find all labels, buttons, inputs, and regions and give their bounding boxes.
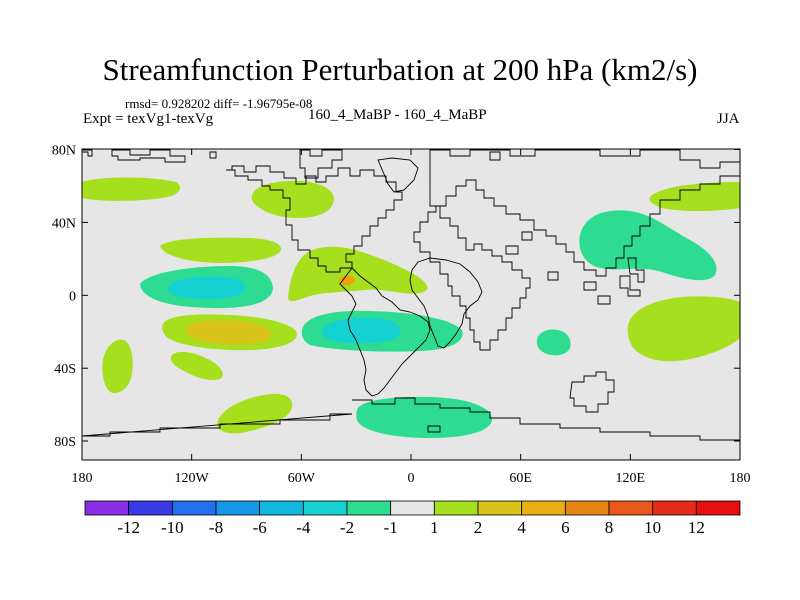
colorbar-swatch: [346, 500, 392, 516]
expt-text: Expt = texVg1-texVg: [83, 111, 214, 127]
pos-region-south-pacific-west: [102, 339, 133, 394]
lon-label: 120E: [616, 471, 646, 486]
neg-region-north-pacific: [579, 210, 717, 281]
colorbar-swatch: [608, 500, 654, 516]
neg-core-tropical-pacific: [167, 276, 246, 300]
neg-core-south-atlantic: [321, 317, 401, 344]
colorbar-swatch: [259, 500, 304, 516]
colorbar-swatch: [128, 500, 173, 516]
colorbar-swatch: [215, 500, 261, 516]
coastlines-layer: [82, 149, 740, 441]
lon-label: 180: [72, 471, 93, 486]
pos-core-pacific-southeast: [185, 320, 272, 345]
colorbar-swatch: [84, 500, 130, 516]
case-names-text: 160_4_MaBP - 160_4_MaBP: [308, 107, 487, 123]
colorbar-swatch: [564, 500, 610, 516]
colorbar-swatch: [652, 500, 697, 516]
neg-region-indian-ocean: [536, 329, 571, 356]
season-label: JJA: [717, 111, 740, 127]
lon-label: 60W: [288, 471, 316, 486]
coastline-arctic-islands: [82, 149, 501, 179]
colorbar-label: 8: [605, 518, 614, 537]
pos-region-south-pacific-east: [627, 296, 740, 362]
neg-region-antarctica: [356, 396, 493, 438]
lat-label: 80N: [52, 144, 76, 159]
colorbar-label: 1: [430, 518, 439, 537]
rmsd-text: rmsd= 0.928202 diff= -1.96795e-08: [125, 96, 313, 111]
coastline-greenland: [377, 157, 419, 193]
coastline-antarctica: [82, 397, 740, 441]
colorbar-swatch: [390, 500, 435, 516]
colorbar-label: 12: [688, 518, 705, 537]
colorbar-label: -10: [161, 518, 184, 537]
colorbar-swatch: [477, 500, 523, 516]
colorbar-swatch: [302, 500, 348, 516]
colorbar-label: -12: [117, 518, 140, 537]
pos-core-atlantic-tropical: [338, 275, 355, 285]
lon-label: 180: [730, 471, 751, 486]
map-axes: 80N 40N 0 40S 80S 180 120W 60W 0 60E 120E 180: [52, 144, 751, 487]
colorbar-swatch: [433, 500, 479, 516]
colorbar-swatch: [695, 500, 741, 516]
lat-label: 40N: [52, 216, 76, 231]
colorbar-swatch: [171, 500, 217, 516]
colorbar-label: 6: [561, 518, 570, 537]
colorbar-label: 2: [474, 518, 483, 537]
colorbar-label: -2: [340, 518, 354, 537]
pos-region-north-pacific-west: [82, 177, 181, 201]
colorbar-label: -4: [296, 518, 311, 537]
page-title: Streamfunction Perturbation at 200 hPa (…: [102, 52, 698, 87]
coastline-australia: [569, 371, 615, 413]
colorbar-label: -1: [384, 518, 398, 537]
coastline-africa: [409, 257, 483, 349]
lat-label: 0: [69, 289, 76, 304]
pos-region-north-pacific-east: [649, 182, 740, 211]
coastline-north-america: [226, 165, 403, 273]
lat-label: 80S: [54, 435, 76, 450]
colorbar-label: 4: [517, 518, 526, 537]
lon-label: 120W: [175, 471, 210, 486]
colorbar: -12 -10 -8 -6 -4 -2 -1 1 2 4 6 8 10 12: [84, 500, 741, 537]
lon-label: 0: [408, 471, 415, 486]
lat-label: 40S: [54, 362, 76, 377]
colorbar-swatch: [521, 500, 566, 516]
colorbar-label: -8: [209, 518, 223, 537]
pos-region-pacific-northeast: [160, 237, 282, 263]
coastline-east-asia-islands: [505, 231, 645, 305]
coastline-south-america: [339, 267, 431, 397]
coastline-eurasia-africa: [413, 149, 740, 351]
colorbar-label: 10: [644, 518, 661, 537]
colorbar-label: -6: [253, 518, 267, 537]
lon-label: 60E: [509, 471, 532, 486]
pos-region-south-pacific-mid: [170, 351, 223, 381]
